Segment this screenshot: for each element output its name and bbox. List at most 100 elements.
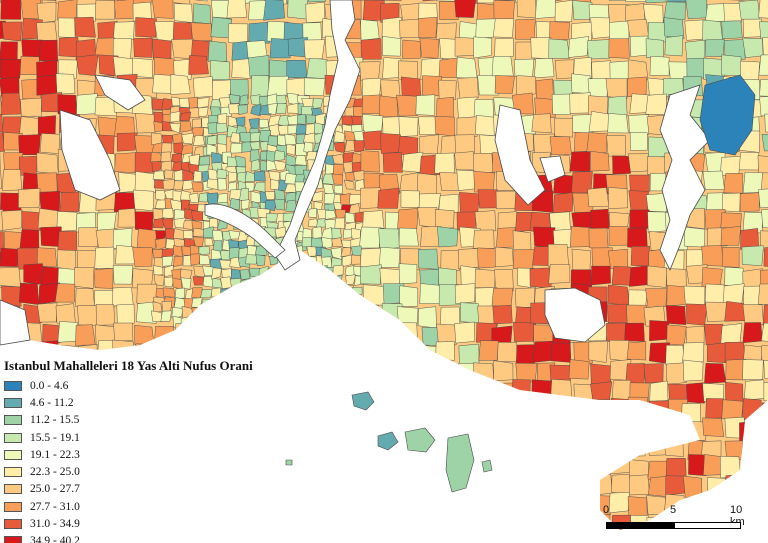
neighbourhood	[341, 254, 353, 268]
neighbourhood	[516, 75, 537, 97]
neighbourhood	[551, 93, 571, 115]
neighbourhood	[75, 288, 95, 307]
neighbourhood	[134, 211, 154, 232]
neighbourhood	[723, 173, 743, 194]
neighbourhood	[763, 359, 768, 382]
legend-item: 22.3 - 25.0	[4, 463, 254, 480]
neighbourhood	[154, 326, 174, 346]
neighbourhood	[115, 244, 136, 265]
neighbourhood	[721, 20, 743, 40]
neighbourhood	[531, 401, 554, 422]
neighbourhood	[0, 456, 4, 477]
neighbourhood	[549, 21, 570, 41]
neighbourhood	[220, 288, 232, 300]
neighbourhood	[192, 170, 203, 183]
neighbourhood	[321, 237, 333, 250]
neighbourhood	[682, 359, 704, 382]
neighbourhood	[587, 434, 610, 457]
neighbourhood	[291, 275, 303, 286]
neighbourhood	[212, 324, 234, 346]
neighbourhood	[533, 419, 556, 439]
neighbourhood	[351, 115, 363, 127]
legend-label: 19.1 - 22.3	[30, 448, 80, 461]
neighbourhood	[442, 534, 462, 543]
neighbourhood	[362, 210, 385, 229]
neighbourhood	[0, 513, 3, 530]
neighbourhood	[269, 38, 291, 59]
neighbourhood	[704, 39, 725, 57]
neighbourhood	[55, 73, 76, 95]
neighbourhood	[381, 325, 403, 345]
neighbourhood	[758, 187, 768, 209]
neighbourhood	[116, 132, 138, 152]
legend-label: 15.5 - 19.1	[30, 431, 80, 444]
neighbourhood	[419, 283, 441, 304]
neighbourhood	[133, 37, 153, 58]
neighbourhood	[706, 192, 726, 212]
neighbourhood	[477, 247, 498, 269]
neighbourhood	[312, 226, 323, 240]
neighbourhood	[212, 240, 223, 252]
bosphorus	[274, 0, 361, 271]
legend-item: 15.5 - 19.1	[4, 429, 254, 446]
neighbourhood	[417, 116, 438, 136]
golden-horn	[204, 203, 286, 259]
neighbourhood	[742, 398, 763, 420]
neighbourhood	[629, 132, 648, 151]
neighbourhood	[625, 0, 647, 2]
neighbourhood	[267, 401, 288, 424]
legend-swatch	[4, 501, 22, 512]
neighbourhood	[647, 436, 669, 456]
neighbourhood	[284, 308, 296, 320]
neighbourhood	[162, 287, 176, 298]
neighbourhood	[512, 230, 532, 251]
neighbourhood	[705, 301, 728, 322]
neighbourhood	[417, 172, 437, 195]
neighbourhood	[172, 277, 183, 290]
neighbourhood	[266, 380, 289, 401]
neighbourhood	[628, 114, 649, 136]
neighbourhood	[497, 437, 518, 460]
neighbourhood	[265, 303, 278, 316]
neighbourhood	[362, 284, 386, 306]
neighbourhood	[476, 0, 496, 4]
neighbourhood	[286, 60, 308, 79]
neighbourhood	[396, 94, 418, 117]
legend-title: Istanbul Mahalleleri 18 Yas Alti Nufus O…	[4, 358, 253, 373]
neighbourhood	[434, 116, 455, 137]
neighbourhood	[323, 266, 335, 276]
neighbourhood	[513, 321, 535, 342]
neighbourhood	[190, 314, 203, 327]
neighbourhood	[649, 55, 670, 76]
neighbourhood	[333, 184, 343, 195]
neighbourhood	[335, 297, 347, 309]
neighbourhood	[624, 322, 645, 342]
neighbourhood	[742, 359, 764, 380]
neighbourhood	[534, 97, 556, 119]
neighbourhood	[263, 0, 285, 21]
sea-west-edge	[0, 299, 31, 346]
neighbourhood	[228, 23, 249, 44]
neighbourhood	[531, 113, 552, 134]
neighbourhood	[701, 245, 724, 267]
neighbourhood	[759, 79, 768, 97]
neighbourhood	[516, 0, 537, 19]
neighbourhood	[421, 360, 442, 382]
neighbourhood	[322, 274, 335, 287]
neighbourhood	[209, 217, 218, 229]
neighbourhood	[478, 340, 499, 361]
neighbourhood	[172, 22, 193, 42]
neighbourhood	[0, 267, 21, 288]
neighbourhood	[553, 417, 574, 437]
neighbourhood	[681, 403, 701, 423]
neighbourhood	[227, 171, 238, 183]
neighbourhood	[1, 169, 22, 191]
neighbourhood	[627, 59, 649, 80]
neighbourhood	[197, 96, 210, 109]
neighbourhood	[332, 153, 345, 165]
neighbourhood	[702, 170, 725, 190]
neighbourhood	[151, 161, 163, 173]
neighbourhood	[649, 380, 669, 402]
legend-label: 25.0 - 27.7	[30, 483, 80, 496]
neighbourhood	[263, 324, 285, 347]
